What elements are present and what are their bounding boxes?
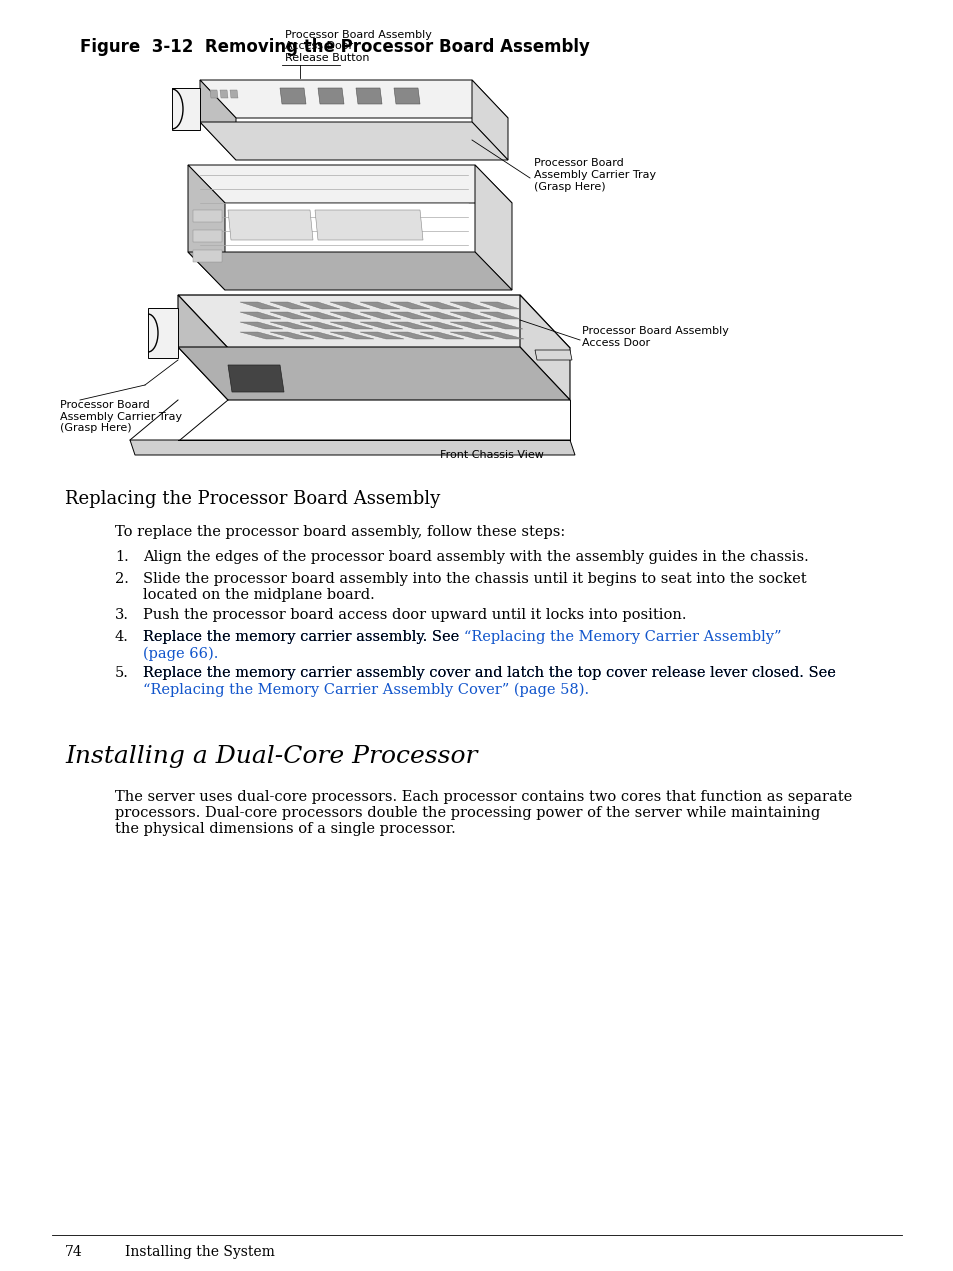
Polygon shape: [359, 332, 403, 339]
Polygon shape: [188, 165, 225, 290]
Polygon shape: [193, 250, 222, 262]
Polygon shape: [280, 88, 306, 104]
Polygon shape: [228, 365, 284, 391]
Polygon shape: [270, 332, 314, 339]
Polygon shape: [330, 332, 374, 339]
Polygon shape: [450, 311, 491, 319]
Polygon shape: [317, 88, 344, 104]
Polygon shape: [330, 302, 370, 309]
Polygon shape: [479, 302, 519, 309]
Polygon shape: [188, 165, 512, 203]
Polygon shape: [228, 210, 313, 240]
Polygon shape: [475, 165, 512, 290]
Polygon shape: [193, 210, 222, 222]
Text: Front Chassis View: Front Chassis View: [439, 450, 543, 460]
Polygon shape: [519, 295, 569, 400]
Polygon shape: [200, 80, 235, 160]
Polygon shape: [240, 332, 284, 339]
Polygon shape: [450, 332, 494, 339]
Polygon shape: [220, 90, 228, 98]
Text: Processor Board Assembly
Access Door
Release Button: Processor Board Assembly Access Door Rel…: [285, 29, 432, 64]
Text: 1.: 1.: [115, 550, 129, 564]
Polygon shape: [270, 311, 311, 319]
Text: Replace the memory carrier assembly. See “Replacing the Memory Carrier Assembly”: Replace the memory carrier assembly. See…: [143, 630, 781, 661]
Polygon shape: [299, 322, 343, 329]
Polygon shape: [394, 88, 419, 104]
Polygon shape: [193, 230, 222, 241]
Polygon shape: [200, 80, 507, 118]
Polygon shape: [178, 295, 228, 400]
Polygon shape: [178, 347, 569, 400]
Polygon shape: [359, 311, 400, 319]
Text: Slide the processor board assembly into the chassis until it begins to seat into: Slide the processor board assembly into …: [143, 572, 806, 602]
Polygon shape: [240, 302, 280, 309]
Text: Replace the memory carrier assembly cover and latch the top cover release lever : Replace the memory carrier assembly cove…: [143, 666, 835, 697]
Polygon shape: [359, 322, 402, 329]
Polygon shape: [270, 322, 313, 329]
Text: Processor Board
Assembly Carrier Tray
(Grasp Here): Processor Board Assembly Carrier Tray (G…: [60, 400, 182, 433]
Polygon shape: [299, 311, 340, 319]
Polygon shape: [419, 302, 459, 309]
Polygon shape: [299, 332, 344, 339]
Text: Align the edges of the processor board assembly with the assembly guides in the : Align the edges of the processor board a…: [143, 550, 808, 564]
Polygon shape: [330, 322, 373, 329]
Polygon shape: [270, 302, 310, 309]
Polygon shape: [419, 322, 462, 329]
Polygon shape: [390, 332, 434, 339]
Text: The server uses dual-core processors. Each processor contains two cores that fun: The server uses dual-core processors. Ea…: [115, 791, 851, 836]
Text: 5.: 5.: [115, 666, 129, 680]
Polygon shape: [450, 322, 493, 329]
Text: Installing the System: Installing the System: [125, 1246, 274, 1260]
Text: Installing a Dual-Core Processor: Installing a Dual-Core Processor: [65, 745, 477, 768]
Polygon shape: [359, 302, 399, 309]
Polygon shape: [178, 295, 569, 348]
Polygon shape: [200, 122, 507, 160]
Text: Replacing the Processor Board Assembly: Replacing the Processor Board Assembly: [65, 491, 439, 508]
Text: 4.: 4.: [115, 630, 129, 644]
Text: To replace the processor board assembly, follow these steps:: To replace the processor board assembly,…: [115, 525, 565, 539]
Polygon shape: [240, 311, 281, 319]
Polygon shape: [355, 88, 381, 104]
Polygon shape: [299, 302, 339, 309]
Text: Processor Board
Assembly Carrier Tray
(Grasp Here): Processor Board Assembly Carrier Tray (G…: [534, 159, 656, 192]
Polygon shape: [240, 322, 283, 329]
Text: Push the processor board access door upward until it locks into position.: Push the processor board access door upw…: [143, 608, 686, 622]
Polygon shape: [535, 350, 572, 360]
Polygon shape: [419, 311, 460, 319]
Polygon shape: [188, 252, 512, 290]
Text: 3.: 3.: [115, 608, 129, 622]
Polygon shape: [419, 332, 463, 339]
Polygon shape: [230, 90, 237, 98]
Polygon shape: [314, 210, 422, 240]
Text: Processor Board Assembly
Access Door: Processor Board Assembly Access Door: [581, 327, 728, 348]
Text: 74: 74: [65, 1246, 83, 1260]
Polygon shape: [172, 88, 200, 130]
Polygon shape: [450, 302, 490, 309]
Text: Figure  3-12  Removing the Processor Board Assembly: Figure 3-12 Removing the Processor Board…: [80, 38, 589, 56]
Polygon shape: [390, 302, 430, 309]
Text: 2.: 2.: [115, 572, 129, 586]
Polygon shape: [390, 311, 431, 319]
Polygon shape: [390, 322, 433, 329]
Polygon shape: [130, 440, 575, 455]
Polygon shape: [472, 80, 507, 160]
Polygon shape: [210, 90, 218, 98]
Polygon shape: [148, 308, 178, 358]
Polygon shape: [479, 332, 523, 339]
Polygon shape: [479, 311, 520, 319]
Polygon shape: [330, 311, 371, 319]
Text: Replace the memory carrier assembly. See: Replace the memory carrier assembly. See: [143, 630, 463, 644]
Polygon shape: [479, 322, 522, 329]
Text: Replace the memory carrier assembly cover and latch the top cover release lever : Replace the memory carrier assembly cove…: [143, 666, 835, 680]
